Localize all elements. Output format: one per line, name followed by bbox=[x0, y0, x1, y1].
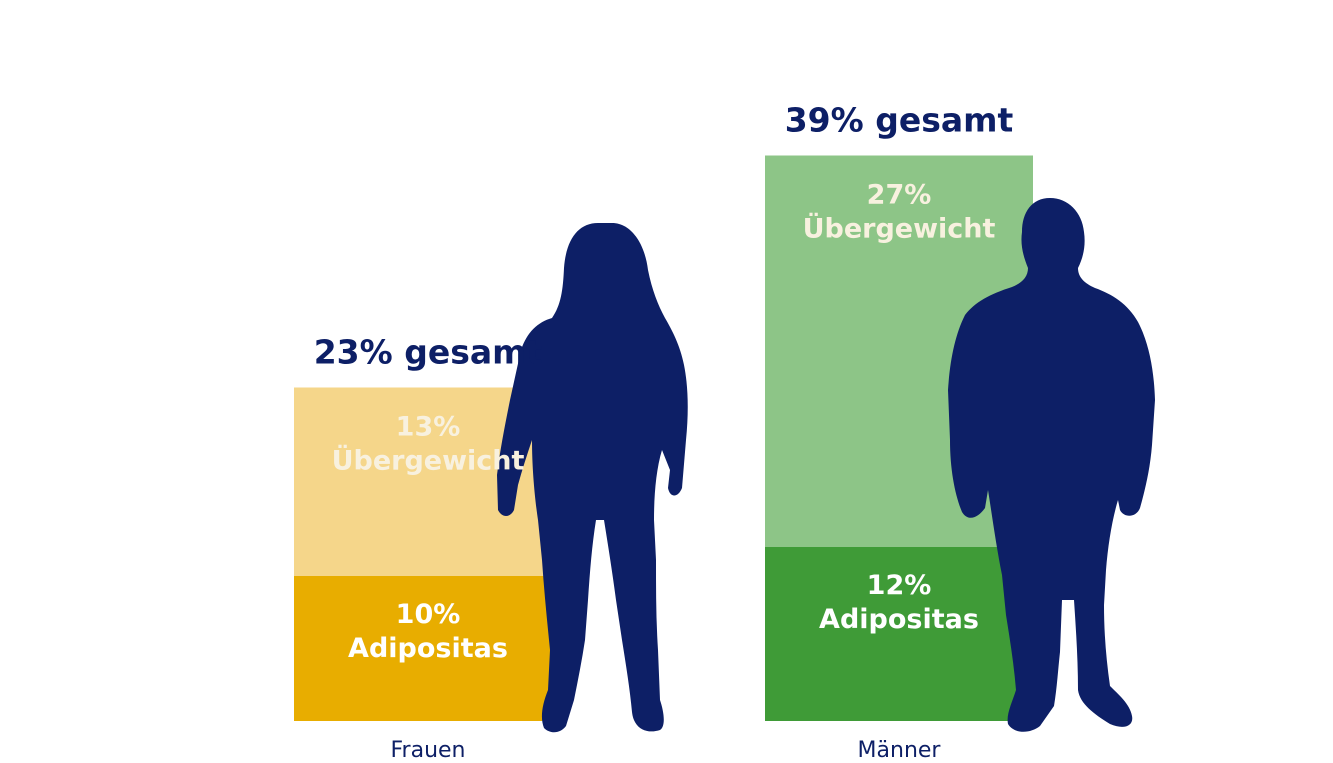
segment-label-frauen-uebergewicht-value: 13% bbox=[396, 412, 461, 443]
category-label-maenner: Männer bbox=[858, 738, 942, 763]
man-silhouette-icon bbox=[948, 198, 1155, 732]
segment-label-frauen-uebergewicht-name: Übergewicht bbox=[332, 444, 525, 477]
bar-maenner-adipositas bbox=[765, 547, 1033, 721]
segment-label-maenner-adipositas-name: Adipositas bbox=[819, 604, 979, 635]
segment-label-frauen-adipositas-value: 10% bbox=[396, 599, 461, 630]
bar-frauen-adipositas bbox=[294, 576, 562, 721]
segment-label-frauen-adipositas-name: Adipositas bbox=[348, 633, 508, 664]
total-label-frauen: 23% gesamt bbox=[314, 333, 543, 372]
total-label-maenner: 39% gesamt bbox=[785, 101, 1014, 140]
woman-silhouette-icon bbox=[497, 223, 688, 733]
category-label-frauen: Frauen bbox=[390, 738, 465, 763]
segment-label-maenner-adipositas-value: 12% bbox=[867, 570, 932, 601]
segment-label-maenner-uebergewicht-name: Übergewicht bbox=[803, 212, 996, 245]
segment-label-maenner-uebergewicht-value: 27% bbox=[867, 180, 932, 211]
